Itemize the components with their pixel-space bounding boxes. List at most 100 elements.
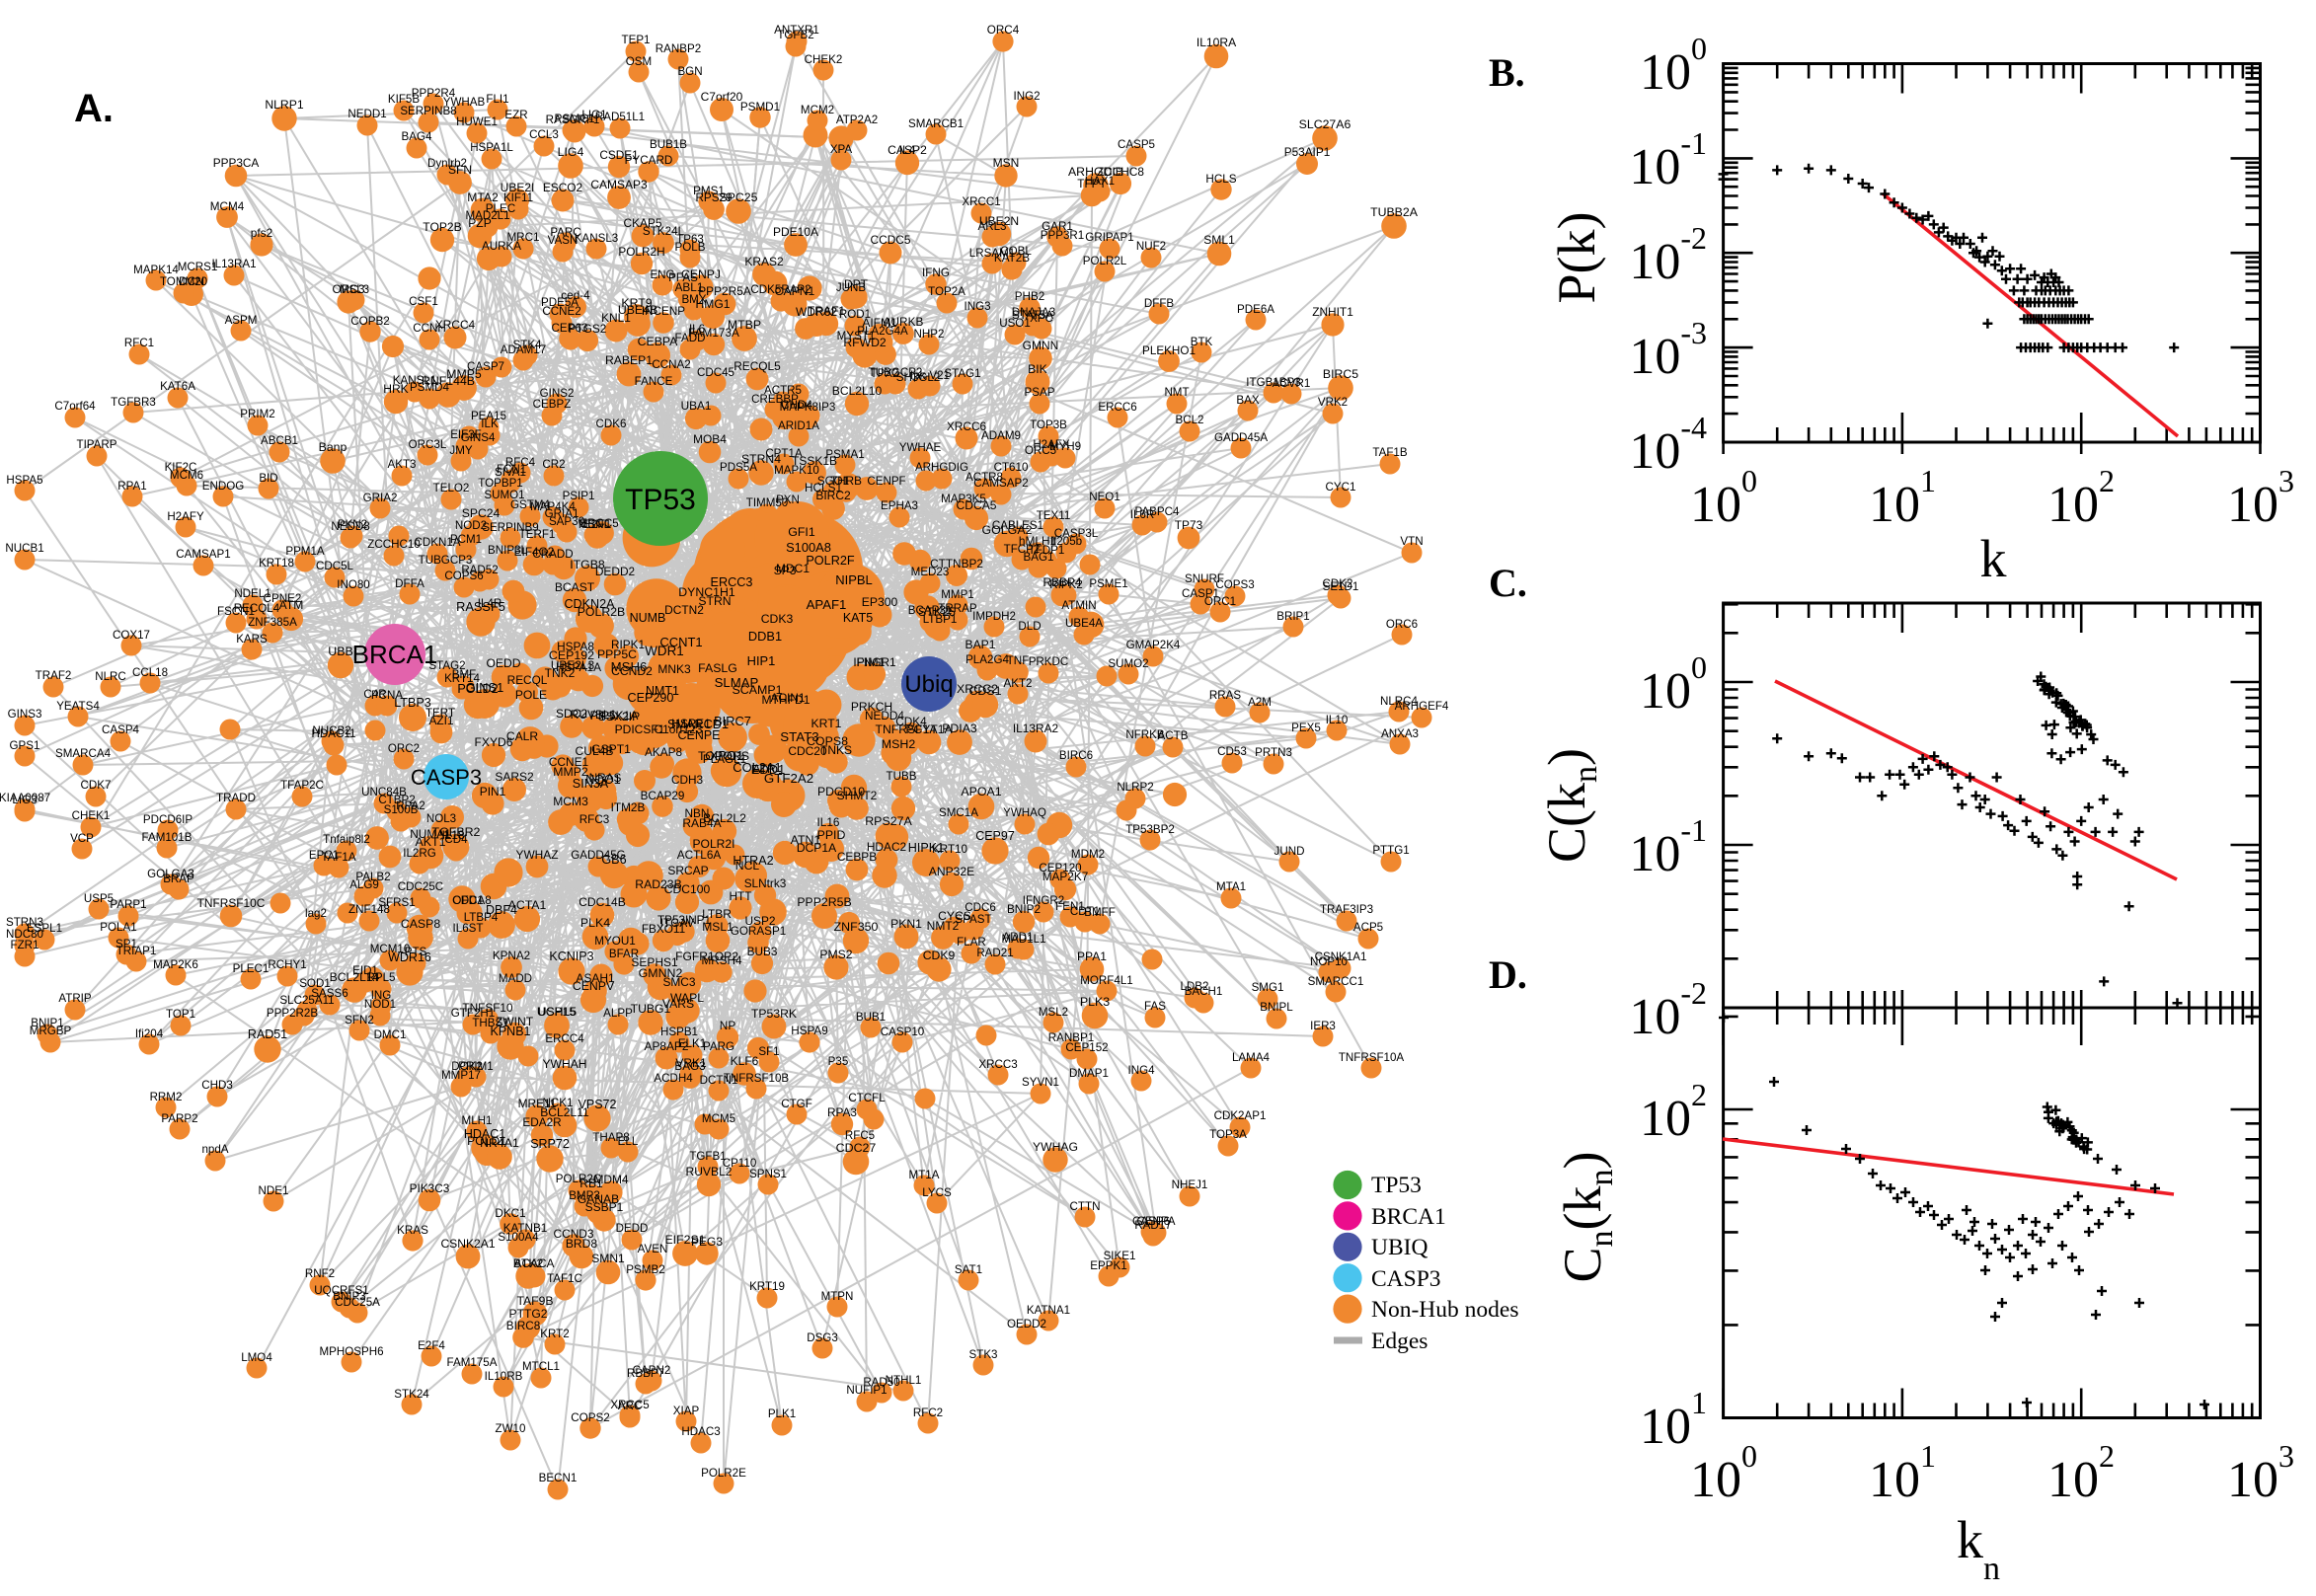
svg-text:RAD51: RAD51 bbox=[248, 1027, 287, 1041]
svg-text:KRAS: KRAS bbox=[397, 1224, 428, 1237]
svg-text:BUB1: BUB1 bbox=[856, 1011, 886, 1024]
svg-text:IL10: IL10 bbox=[1326, 714, 1349, 726]
svg-text:AKT3: AKT3 bbox=[388, 458, 417, 471]
svg-text:CSNK1A1: CSNK1A1 bbox=[1315, 950, 1367, 963]
svg-text:TNFRSF10C: TNFRSF10C bbox=[197, 896, 266, 910]
svg-text:TGFB2: TGFB2 bbox=[777, 29, 813, 41]
svg-text:SNURF: SNURF bbox=[1185, 572, 1224, 585]
svg-text:VRK1: VRK1 bbox=[675, 1056, 707, 1070]
svg-text:CEP290: CEP290 bbox=[628, 691, 674, 705]
svg-text:PSAP: PSAP bbox=[1025, 386, 1055, 399]
svg-text:CHEK2: CHEK2 bbox=[805, 53, 843, 66]
svg-text:S100A8: S100A8 bbox=[786, 540, 831, 555]
svg-text:NBN: NBN bbox=[685, 806, 710, 820]
svg-text:C7orf20: C7orf20 bbox=[701, 90, 743, 104]
svg-text:YWHAG: YWHAG bbox=[1033, 1140, 1078, 1154]
svg-text:ADAM9: ADAM9 bbox=[981, 429, 1021, 442]
svg-text:BCL2L10: BCL2L10 bbox=[832, 384, 883, 398]
svg-text:UBIQ: UBIQ bbox=[1371, 1235, 1428, 1260]
svg-text:NEDD8: NEDD8 bbox=[331, 520, 369, 533]
svg-text:Ubiq: Ubiq bbox=[904, 671, 953, 698]
svg-text:DCP1A: DCP1A bbox=[797, 841, 837, 855]
svg-text:CDH3: CDH3 bbox=[671, 773, 704, 787]
svg-text:ITGB8: ITGB8 bbox=[570, 558, 605, 571]
svg-text:RPA1: RPA1 bbox=[117, 480, 146, 493]
svg-text:RASSF5: RASSF5 bbox=[456, 599, 505, 614]
svg-text:CENPV: CENPV bbox=[573, 979, 615, 993]
svg-text:NLRC4: NLRC4 bbox=[1380, 695, 1419, 708]
svg-text:SHMT2: SHMT2 bbox=[837, 789, 878, 802]
svg-text:ALPP: ALPP bbox=[603, 1007, 633, 1020]
svg-text:THAP8: THAP8 bbox=[592, 1131, 629, 1144]
svg-text:HSPA1L: HSPA1L bbox=[470, 141, 513, 154]
svg-text:BCL2L11: BCL2L11 bbox=[540, 1105, 589, 1119]
svg-text:GINS3: GINS3 bbox=[8, 708, 42, 721]
svg-text:PSME1: PSME1 bbox=[1089, 577, 1127, 590]
svg-text:NEDD4: NEDD4 bbox=[865, 709, 904, 722]
svg-text:TP53: TP53 bbox=[625, 484, 696, 516]
svg-text:STK24: STK24 bbox=[394, 1388, 429, 1401]
svg-text:ZNF350: ZNF350 bbox=[834, 920, 879, 934]
svg-text:GTF2H1: GTF2H1 bbox=[451, 1007, 495, 1020]
svg-text:PCM1: PCM1 bbox=[450, 533, 482, 546]
svg-text:TAF1C: TAF1C bbox=[547, 1272, 582, 1285]
svg-text:SEPHS1: SEPHS1 bbox=[631, 955, 678, 969]
svg-text:HTRA2: HTRA2 bbox=[733, 854, 773, 868]
svg-text:ABL1: ABL1 bbox=[675, 280, 704, 294]
svg-text:AIFM1: AIFM1 bbox=[862, 316, 897, 330]
svg-text:DYNC1H1: DYNC1H1 bbox=[678, 585, 735, 599]
svg-text:SML1: SML1 bbox=[1203, 233, 1235, 247]
svg-text:CEP120: CEP120 bbox=[1039, 862, 1081, 874]
svg-text:EPC1: EPC1 bbox=[309, 849, 339, 862]
svg-text:IL18: IL18 bbox=[442, 829, 465, 842]
svg-text:SIN3A: SIN3A bbox=[573, 777, 609, 791]
svg-text:ACIN1: ACIN1 bbox=[770, 691, 805, 705]
svg-text:OEDD: OEDD bbox=[487, 656, 521, 670]
svg-text:XPA: XPA bbox=[830, 143, 853, 156]
svg-text:MADD: MADD bbox=[499, 972, 532, 985]
svg-text:MPHOSPH6: MPHOSPH6 bbox=[319, 1345, 383, 1358]
svg-text:IL16: IL16 bbox=[817, 815, 840, 829]
svg-text:CDC20: CDC20 bbox=[788, 744, 827, 758]
svg-text:PDCD10: PDCD10 bbox=[817, 785, 865, 798]
svg-text:CAMSAP1: CAMSAP1 bbox=[176, 548, 230, 561]
svg-text:SFRS1: SFRS1 bbox=[378, 896, 415, 909]
svg-text:CDK5RAP2: CDK5RAP2 bbox=[750, 283, 811, 296]
svg-text:PYCARD: PYCARD bbox=[625, 154, 673, 167]
svg-text:Ipk-V21: Ipk-V21 bbox=[910, 369, 950, 382]
svg-text:KRT18: KRT18 bbox=[259, 557, 294, 570]
svg-text:TNKS: TNKS bbox=[820, 743, 852, 757]
svg-text:CTTNBP2: CTTNBP2 bbox=[930, 557, 983, 570]
svg-text:NQO1: NQO1 bbox=[585, 773, 620, 787]
svg-text:CSDE1: CSDE1 bbox=[599, 148, 638, 162]
svg-text:TERF1: TERF1 bbox=[519, 528, 556, 541]
svg-text:CSNK2A1: CSNK2A1 bbox=[440, 1237, 495, 1251]
svg-text:PLA2G4A: PLA2G4A bbox=[857, 325, 908, 338]
svg-text:MCRS1: MCRS1 bbox=[178, 261, 218, 273]
svg-text:COPS6: COPS6 bbox=[444, 570, 483, 582]
svg-text:PLEKHO1: PLEKHO1 bbox=[1142, 344, 1196, 357]
svg-text:KIF2C: KIF2C bbox=[165, 461, 197, 474]
svg-text:DMAP1: DMAP1 bbox=[1069, 1067, 1109, 1080]
svg-text:IL2RG: IL2RG bbox=[403, 847, 436, 860]
svg-text:CR2: CR2 bbox=[542, 458, 565, 471]
svg-text:MMP5: MMP5 bbox=[446, 367, 482, 381]
svg-text:SMC1A: SMC1A bbox=[939, 806, 978, 819]
svg-text:C(kn): C(kn) bbox=[1537, 748, 1604, 863]
svg-text:SUMO1: SUMO1 bbox=[484, 489, 524, 501]
svg-text:YWHAH: YWHAH bbox=[542, 1057, 586, 1071]
svg-text:GORASP1: GORASP1 bbox=[731, 925, 787, 938]
svg-text:BRAP: BRAP bbox=[163, 873, 194, 885]
svg-text:CSF1: CSF1 bbox=[409, 295, 438, 308]
svg-text:BCL2L2: BCL2L2 bbox=[703, 811, 746, 825]
svg-text:KRT14: KRT14 bbox=[444, 672, 480, 685]
svg-text:P53AIP1: P53AIP1 bbox=[1284, 145, 1331, 159]
svg-text:RBBP7: RBBP7 bbox=[627, 1367, 664, 1380]
svg-text:WAPL: WAPL bbox=[670, 991, 704, 1005]
svg-text:HUWE1: HUWE1 bbox=[456, 115, 498, 128]
svg-text:PRKCH: PRKCH bbox=[851, 700, 892, 714]
svg-text:GMAP2K4: GMAP2K4 bbox=[1126, 639, 1181, 651]
svg-text:C4R: C4R bbox=[363, 688, 386, 701]
svg-text:NHEJ1: NHEJ1 bbox=[1172, 1178, 1208, 1191]
svg-text:MSN: MSN bbox=[993, 156, 1020, 170]
